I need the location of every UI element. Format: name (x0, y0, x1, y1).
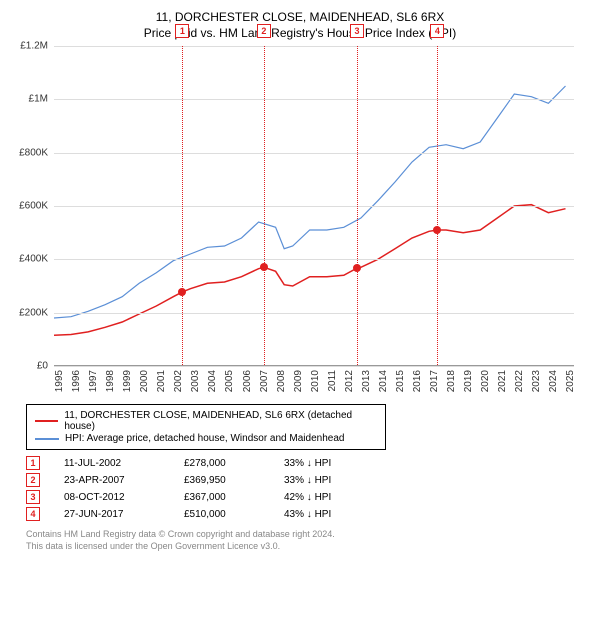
xtick-label: 2018 (446, 370, 457, 392)
xtick-label: 2001 (156, 370, 167, 392)
xtick-label: 2022 (514, 370, 525, 392)
transaction-date: 27-JUN-2017 (64, 509, 184, 520)
gridline (54, 99, 574, 100)
xtick-label: 2006 (242, 370, 253, 392)
title-address: 11, DORCHESTER CLOSE, MAIDENHEAD, SL6 6R… (10, 10, 590, 24)
gridline (54, 206, 574, 207)
event-point (178, 288, 186, 296)
gridline (54, 313, 574, 314)
xtick-label: 2008 (276, 370, 287, 392)
footer-line2: This data is licensed under the Open Gov… (26, 541, 590, 553)
xtick-label: 2024 (548, 370, 559, 392)
transaction-marker-box: 1 (26, 456, 40, 470)
event-point (353, 264, 361, 272)
xtick-label: 2004 (207, 370, 218, 392)
ytick-label: £1.2M (20, 41, 48, 52)
transaction-marker-box: 2 (26, 473, 40, 487)
transaction-date: 23-APR-2007 (64, 475, 184, 486)
gridline (54, 366, 574, 367)
xtick-label: 2014 (378, 370, 389, 392)
xtick-label: 2005 (224, 370, 235, 392)
transaction-delta: 43% ↓ HPI (284, 509, 374, 520)
xtick-label: 2015 (395, 370, 406, 392)
gridline (54, 46, 574, 47)
xtick-label: 2021 (497, 370, 508, 392)
legend-label: HPI: Average price, detached house, Wind… (65, 433, 344, 444)
xtick-label: 2017 (429, 370, 440, 392)
series-line (54, 205, 566, 336)
plot-area: £0£200K£400K£600K£800K£1M£1.2M1995199619… (54, 46, 574, 366)
event-vline (182, 46, 183, 365)
ytick-label: £800K (19, 147, 48, 158)
legend-swatch (35, 438, 59, 440)
transaction-marker-box: 3 (26, 490, 40, 504)
event-vline (437, 46, 438, 365)
transaction-price: £369,950 (184, 475, 284, 486)
ytick-label: £1M (29, 94, 48, 105)
xtick-label: 1998 (105, 370, 116, 392)
transaction-delta: 42% ↓ HPI (284, 492, 374, 503)
xtick-label: 2013 (361, 370, 372, 392)
legend-swatch (35, 420, 58, 422)
xtick-label: 1999 (122, 370, 133, 392)
xtick-label: 2009 (293, 370, 304, 392)
transaction-row: 1 11-JUL-2002£278,00033% ↓ HPI (26, 456, 590, 470)
transaction-date: 11-JUL-2002 (64, 458, 184, 469)
transaction-marker-box: 4 (26, 507, 40, 521)
footer-attribution: Contains HM Land Registry data © Crown c… (26, 529, 590, 552)
xtick-label: 2002 (173, 370, 184, 392)
event-marker-box: 2 (257, 24, 271, 38)
transaction-row: 2 23-APR-2007£369,95033% ↓ HPI (26, 473, 590, 487)
series-line (54, 86, 566, 318)
xtick-label: 2020 (480, 370, 491, 392)
transaction-delta: 33% ↓ HPI (284, 475, 374, 486)
footer-line1: Contains HM Land Registry data © Crown c… (26, 529, 590, 541)
event-vline (264, 46, 265, 365)
transaction-date: 08-OCT-2012 (64, 492, 184, 503)
xtick-label: 2025 (565, 370, 576, 392)
xtick-label: 2003 (190, 370, 201, 392)
ytick-label: £200K (19, 307, 48, 318)
chart-container: £0£200K£400K£600K£800K£1M£1.2M1995199619… (54, 46, 580, 366)
gridline (54, 259, 574, 260)
event-marker-box: 4 (430, 24, 444, 38)
event-vline (357, 46, 358, 365)
event-marker-box: 1 (175, 24, 189, 38)
ytick-label: £400K (19, 254, 48, 265)
title-subtitle: Price paid vs. HM Land Registry's House … (10, 26, 590, 40)
event-point (433, 226, 441, 234)
transaction-delta: 33% ↓ HPI (284, 458, 374, 469)
legend-row: HPI: Average price, detached house, Wind… (35, 433, 377, 444)
transaction-price: £367,000 (184, 492, 284, 503)
transaction-row: 3 08-OCT-2012£367,00042% ↓ HPI (26, 490, 590, 504)
event-point (260, 263, 268, 271)
xtick-label: 2019 (463, 370, 474, 392)
ytick-label: £0 (37, 361, 48, 372)
legend-box: 11, DORCHESTER CLOSE, MAIDENHEAD, SL6 6R… (26, 404, 386, 450)
xtick-label: 2012 (344, 370, 355, 392)
ytick-label: £600K (19, 201, 48, 212)
xtick-label: 1996 (71, 370, 82, 392)
xtick-label: 1995 (54, 370, 65, 392)
xtick-label: 2010 (310, 370, 321, 392)
event-marker-box: 3 (350, 24, 364, 38)
transaction-row: 4 27-JUN-2017£510,00043% ↓ HPI (26, 507, 590, 521)
xtick-label: 2011 (327, 370, 338, 392)
chart-title-block: 11, DORCHESTER CLOSE, MAIDENHEAD, SL6 6R… (10, 10, 590, 40)
xtick-label: 2016 (412, 370, 423, 392)
xtick-label: 1997 (88, 370, 99, 392)
gridline (54, 153, 574, 154)
xtick-label: 2000 (139, 370, 150, 392)
legend-row: 11, DORCHESTER CLOSE, MAIDENHEAD, SL6 6R… (35, 410, 377, 432)
transaction-price: £510,000 (184, 509, 284, 520)
xtick-label: 2007 (259, 370, 270, 392)
transactions-table: 1 11-JUL-2002£278,00033% ↓ HPI 2 23-APR-200… (26, 456, 590, 521)
transaction-price: £278,000 (184, 458, 284, 469)
xtick-label: 2023 (531, 370, 542, 392)
legend-label: 11, DORCHESTER CLOSE, MAIDENHEAD, SL6 6R… (64, 410, 377, 432)
